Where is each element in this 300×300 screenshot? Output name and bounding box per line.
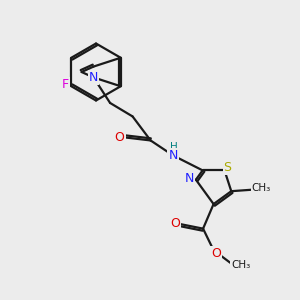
Text: O: O (211, 247, 221, 260)
Text: CH₃: CH₃ (252, 183, 271, 193)
Text: O: O (170, 217, 180, 230)
Text: S: S (224, 161, 232, 174)
Text: N: N (184, 172, 194, 185)
Text: F: F (62, 78, 69, 91)
Text: H: H (170, 142, 178, 152)
Text: O: O (115, 131, 124, 144)
Text: N: N (89, 71, 98, 84)
Text: CH₃: CH₃ (231, 260, 250, 270)
Text: N: N (168, 149, 178, 162)
